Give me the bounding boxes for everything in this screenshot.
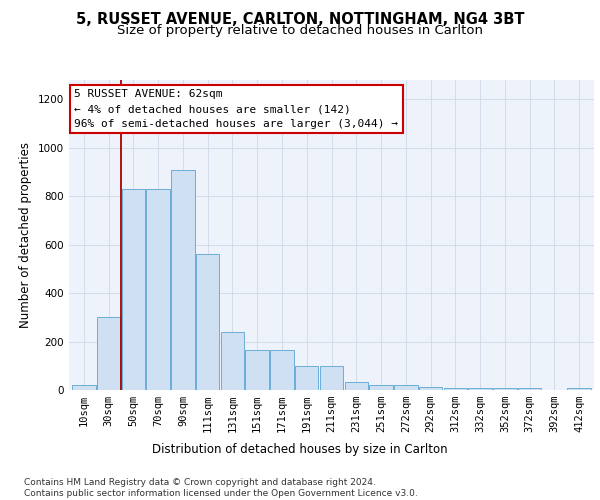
Bar — [171, 170, 194, 390]
Bar — [196, 254, 220, 390]
Bar — [469, 388, 492, 390]
Bar — [344, 382, 368, 390]
Bar — [97, 318, 121, 390]
Bar — [493, 388, 517, 390]
Bar — [394, 385, 418, 390]
Text: Distribution of detached houses by size in Carlton: Distribution of detached houses by size … — [152, 442, 448, 456]
Bar — [419, 387, 442, 390]
Y-axis label: Number of detached properties: Number of detached properties — [19, 142, 32, 328]
Bar — [443, 388, 467, 390]
Bar — [122, 189, 145, 390]
Bar — [518, 388, 541, 390]
Text: 5, RUSSET AVENUE, CARLTON, NOTTINGHAM, NG4 3BT: 5, RUSSET AVENUE, CARLTON, NOTTINGHAM, N… — [76, 12, 524, 28]
Bar — [72, 385, 95, 390]
Bar — [369, 385, 393, 390]
Text: Contains HM Land Registry data © Crown copyright and database right 2024.
Contai: Contains HM Land Registry data © Crown c… — [24, 478, 418, 498]
Bar — [270, 350, 294, 390]
Bar — [245, 350, 269, 390]
Text: 5 RUSSET AVENUE: 62sqm
← 4% of detached houses are smaller (142)
96% of semi-det: 5 RUSSET AVENUE: 62sqm ← 4% of detached … — [74, 90, 398, 129]
Bar — [221, 332, 244, 390]
Bar — [568, 388, 591, 390]
Bar — [320, 366, 343, 390]
Bar — [295, 366, 319, 390]
Text: Size of property relative to detached houses in Carlton: Size of property relative to detached ho… — [117, 24, 483, 37]
Bar — [146, 189, 170, 390]
